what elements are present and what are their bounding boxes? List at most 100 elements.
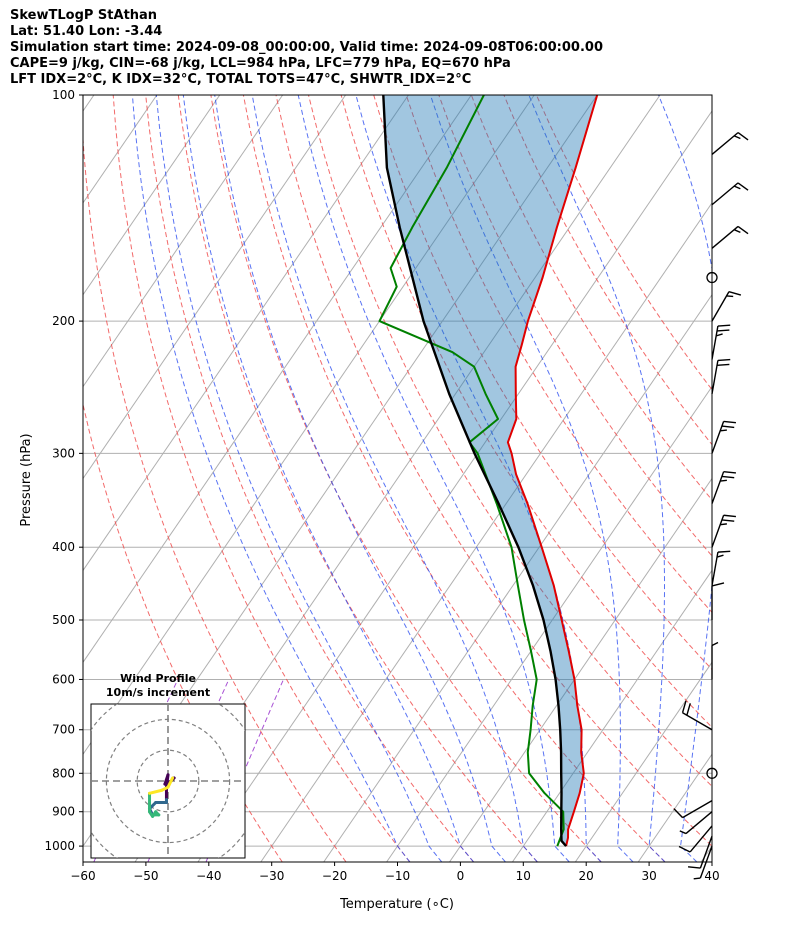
wind-barb-calm (706, 271, 718, 284)
wind-barb-staff (711, 360, 719, 395)
wind-barb-staff (711, 515, 725, 548)
wind-barb-staff (711, 552, 719, 586)
chart-title: SkewTLogP StAthan (10, 8, 158, 23)
y-tick-label: 800 (52, 766, 75, 780)
wind-barb-flag-full (723, 514, 737, 518)
isotherm (700, 845, 712, 862)
wind-barb-flag-half (733, 135, 741, 140)
wind-barb-flag-half (711, 641, 719, 647)
moist-adiabat (182, 95, 474, 862)
parcel-profile (382, 95, 568, 847)
wind-barb-flag-full (737, 132, 749, 141)
indices-line-1: CAPE=9 j/kg, CIN=-68 j/kg, LCL=984 hPa, … (10, 56, 511, 71)
wind-barb-flag-full (673, 808, 684, 819)
dry-adiabat (340, 95, 712, 729)
hodograph-subtitle: 10m/s increment (106, 686, 210, 699)
wind-barb (693, 845, 713, 880)
wind-barb (687, 835, 713, 869)
isotherm (574, 661, 712, 862)
wind-barb (711, 514, 737, 548)
wind-barb-staff (711, 291, 730, 322)
wind-barb-flag-half (679, 830, 687, 835)
wind-barb-staff (682, 800, 713, 819)
x-tick-label: −30 (259, 869, 284, 883)
wind-barb (711, 290, 742, 322)
wind-barb (673, 800, 713, 819)
isotherm (197, 110, 712, 862)
chart-header: SkewTLogP StAthan Lat: 51.40 Lon: -3.44 … (10, 8, 603, 88)
x-tick-label: −60 (70, 869, 95, 883)
location-line: Lat: 51.40 Lon: -3.44 (10, 24, 163, 39)
wind-barb-flag-full (681, 700, 687, 713)
dry-adiabat (373, 95, 712, 671)
x-tick-label: −20 (322, 869, 347, 883)
indices-line-2: LFT IDX=2°C, K IDX=32°C, TOTAL TOTS=47°C… (10, 72, 472, 87)
wind-barb (711, 641, 719, 680)
y-tick-label: 1000 (44, 839, 75, 853)
y-tick-label: 700 (52, 723, 75, 737)
wind-barb-flag-half (733, 229, 741, 233)
moist-adiabat (155, 95, 443, 862)
isotherm (83, 95, 221, 296)
dry-adiabat (308, 95, 712, 787)
wind-barb-staff (682, 712, 713, 731)
isotherm (83, 95, 95, 112)
moist-adiabat (214, 95, 506, 862)
isotherm (511, 569, 712, 862)
isotherm (323, 293, 712, 862)
wind-barb (679, 811, 713, 835)
wind-barb-flag-full (721, 519, 735, 522)
wind-barb-staff (711, 421, 725, 454)
wind-barb (711, 582, 725, 620)
hodograph-segment (148, 788, 164, 795)
dewpoint-profile (378, 95, 565, 847)
moist-adiabat (131, 95, 411, 862)
wind-barb-flag-full (721, 475, 735, 479)
wind-barb-staff (711, 325, 719, 360)
dry-adiabat (83, 402, 283, 862)
y-tick-label: 200 (52, 314, 75, 328)
wind-barb-flag-full (686, 703, 691, 716)
moist-adiabat (429, 95, 634, 862)
wind-barb-staff (699, 845, 713, 879)
isotherm (764, 95, 794, 862)
x-tick-label: 0 (457, 869, 465, 883)
isotherm (83, 95, 284, 388)
wind-barb-flag-full (717, 324, 731, 327)
wind-barb-flag-full (717, 550, 731, 553)
wind-barb-staff (689, 825, 713, 853)
wind-barb (711, 182, 749, 206)
dry-adiabat (112, 95, 411, 862)
wind-barb (711, 358, 731, 395)
wind-barb (678, 825, 713, 853)
wind-barb-flag-full (737, 182, 749, 191)
wind-barb-staff (711, 182, 739, 206)
moist-adiabat (297, 95, 570, 862)
y-tick-label: 600 (52, 672, 75, 686)
wind-barb-flag-half (720, 429, 727, 432)
wind-barb-flag-full (723, 470, 737, 474)
isotherm (260, 202, 712, 862)
isotherm (637, 753, 712, 862)
wind-barb (711, 324, 731, 360)
wind-barb-staff (711, 471, 725, 504)
dry-adiabat (503, 95, 712, 446)
hodograph-plot (91, 704, 245, 858)
x-tick-label: 40 (704, 869, 719, 883)
wind-barb (711, 550, 731, 586)
wind-barb-flag-full (687, 866, 701, 869)
wind-barb-flag-full (721, 425, 735, 429)
dry-adiabat (210, 95, 602, 862)
time-line: Simulation start time: 2024-09-08_00:00:… (10, 40, 603, 55)
hodograph-title: Wind Profile (120, 672, 196, 685)
moist-adiabat (528, 95, 666, 862)
moist-adiabat (711, 842, 712, 847)
wind-barb-flag-half (733, 185, 741, 190)
wind-barb (681, 700, 713, 731)
wind-barb-staff (711, 132, 739, 156)
dry-adiabat (177, 95, 538, 862)
wind-barb-flag-half (720, 523, 727, 526)
wind-barb-flag-half (715, 333, 723, 337)
wind-barb-flag-half (693, 877, 701, 880)
